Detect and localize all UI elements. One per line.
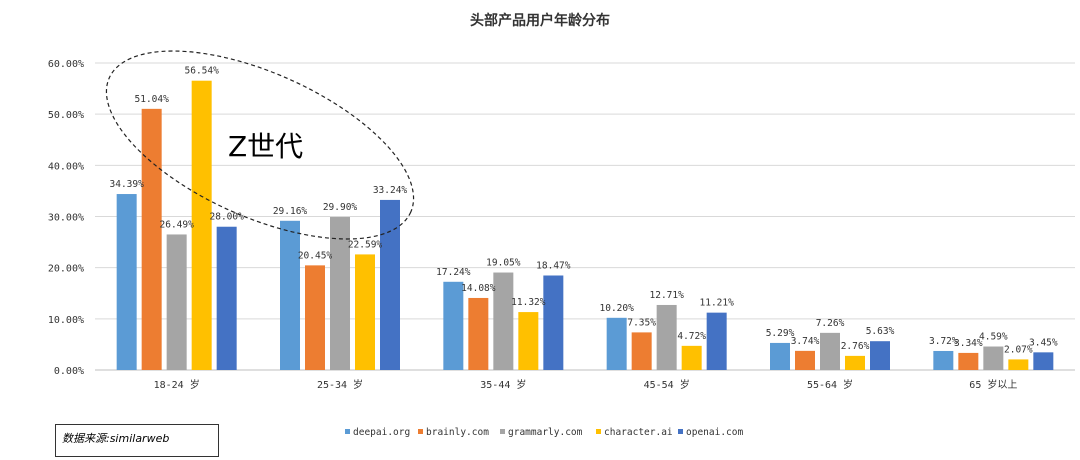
bar-character-ai bbox=[681, 345, 702, 370]
data-label: 22.59% bbox=[348, 239, 383, 250]
bar-brainly-com bbox=[631, 332, 652, 370]
data-label: 20.45% bbox=[298, 250, 333, 261]
data-label: 26.49% bbox=[160, 219, 195, 230]
bar-deepai-org bbox=[280, 220, 300, 370]
bar-brainly-com bbox=[795, 350, 815, 370]
bar-grammarly-com bbox=[983, 346, 1004, 370]
bar-brainly-com bbox=[468, 297, 489, 370]
legend: deepai.org brainly.com grammarly.com charac… bbox=[345, 427, 743, 438]
bar-grammarly-com bbox=[493, 272, 514, 370]
bar-deepai-org bbox=[116, 194, 137, 370]
data-label: 3.45% bbox=[1029, 337, 1058, 348]
data-label: 3.34% bbox=[954, 338, 983, 349]
legend-label-deepai-org: deepai.org bbox=[353, 427, 410, 438]
bar-deepai-org bbox=[933, 350, 954, 370]
y-tick-label: 10.00% bbox=[48, 315, 84, 326]
bar-character-ai bbox=[191, 80, 212, 370]
data-label: 18.47% bbox=[536, 260, 571, 271]
data-label: 2.07% bbox=[1004, 344, 1033, 355]
legend-swatch-character-ai bbox=[596, 429, 601, 434]
bar-grammarly-com bbox=[820, 332, 840, 370]
bar-character-ai bbox=[1008, 359, 1029, 370]
bar-deepai-org bbox=[770, 342, 790, 370]
z-generation-highlight-ellipse bbox=[105, 50, 415, 240]
data-label: 19.05% bbox=[486, 258, 521, 269]
y-tick-label: 40.00% bbox=[48, 161, 84, 172]
bar-grammarly-com bbox=[656, 304, 677, 370]
bar-character-ai bbox=[845, 355, 865, 370]
data-label: 56.54% bbox=[185, 66, 220, 77]
legend-label-openai-com: openai.com bbox=[686, 427, 743, 438]
bar-character-ai bbox=[518, 312, 539, 370]
y-tick-label: 60.00% bbox=[48, 59, 84, 70]
bar-openai-com bbox=[870, 341, 890, 370]
x-tick-label: 55-64 岁 bbox=[807, 378, 853, 391]
x-tick-label: 35-44 岁 bbox=[480, 378, 526, 391]
y-tick-label: 50.00% bbox=[48, 110, 84, 121]
y-tick-label: 20.00% bbox=[48, 264, 84, 275]
legend-label-grammarly-com: grammarly.com bbox=[508, 427, 583, 438]
legend-swatch-grammarly-com bbox=[500, 429, 505, 434]
x-axis-ticks: 18-24 岁 25-34 岁 35-44 岁 45-54 岁 55-64 岁 65 岁以… bbox=[154, 378, 1018, 391]
source-note: 数据来源:similarweb bbox=[62, 432, 170, 445]
data-labels: 34.39% 51.04% 26.49% 56.54% 28.00% 29.16% 20.4… bbox=[110, 66, 1058, 356]
x-tick-label: 45-54 岁 bbox=[644, 378, 690, 391]
data-label: 4.59% bbox=[979, 332, 1008, 343]
bar-openai-com bbox=[706, 312, 727, 370]
chart-title: 头部产品用户年龄分布 bbox=[470, 12, 610, 29]
bar-openai-com bbox=[216, 226, 237, 370]
data-label: 7.35% bbox=[627, 317, 656, 328]
gridlines bbox=[95, 62, 1075, 371]
data-label: 33.24% bbox=[373, 185, 408, 196]
data-label: 11.32% bbox=[511, 297, 546, 308]
x-tick-label: 18-24 岁 bbox=[154, 378, 200, 391]
z-generation-annotation: Z世代 bbox=[228, 130, 303, 163]
data-label: 12.71% bbox=[650, 290, 685, 301]
y-tick-label: 0.00% bbox=[54, 366, 84, 377]
data-label: 34.39% bbox=[110, 179, 145, 190]
bar-grammarly-com bbox=[330, 217, 350, 370]
data-label: 14.08% bbox=[461, 283, 496, 294]
legend-swatch-brainly-com bbox=[418, 429, 423, 434]
bar-brainly-com bbox=[958, 352, 979, 370]
legend-label-brainly-com: brainly.com bbox=[426, 427, 489, 438]
bar-openai-com bbox=[543, 275, 564, 370]
legend-label-character-ai: character.ai bbox=[604, 427, 673, 438]
data-label: 7.26% bbox=[816, 318, 845, 329]
legend-swatch-deepai-org bbox=[345, 429, 350, 434]
bar-brainly-com bbox=[141, 108, 162, 370]
y-axis-ticks: 0.00% 10.00% 20.00% 30.00% 40.00% 50.00% 60.00… bbox=[48, 59, 84, 377]
data-label: 3.72% bbox=[929, 336, 958, 347]
source-note-box: 数据来源:similarweb bbox=[55, 424, 219, 457]
data-label: 3.74% bbox=[791, 336, 820, 347]
y-tick-label: 30.00% bbox=[48, 213, 84, 224]
bar-openai-com bbox=[1033, 352, 1054, 370]
bar-character-ai bbox=[355, 254, 375, 370]
data-label: 5.29% bbox=[766, 328, 795, 339]
data-label: 29.16% bbox=[273, 206, 308, 217]
data-label: 29.90% bbox=[323, 202, 358, 213]
bar-brainly-com bbox=[305, 265, 325, 370]
data-label: 5.63% bbox=[866, 326, 895, 337]
bar-deepai-org bbox=[443, 281, 464, 370]
bar-grammarly-com bbox=[166, 234, 187, 370]
data-label: 11.21% bbox=[700, 298, 735, 309]
data-label: 10.20% bbox=[600, 303, 635, 314]
legend-swatch-openai-com bbox=[678, 429, 683, 434]
bar-openai-com bbox=[380, 199, 400, 370]
data-label: 28.00% bbox=[210, 212, 245, 223]
data-label: 51.04% bbox=[135, 94, 170, 105]
data-label: 17.24% bbox=[436, 267, 471, 278]
x-tick-label: 25-34 岁 bbox=[317, 378, 363, 391]
bar-deepai-org bbox=[606, 317, 627, 370]
data-label: 2.76% bbox=[841, 341, 870, 352]
x-tick-label: 65 岁以上 bbox=[969, 378, 1017, 391]
bars bbox=[116, 80, 1054, 370]
data-label: 4.72% bbox=[677, 331, 706, 342]
